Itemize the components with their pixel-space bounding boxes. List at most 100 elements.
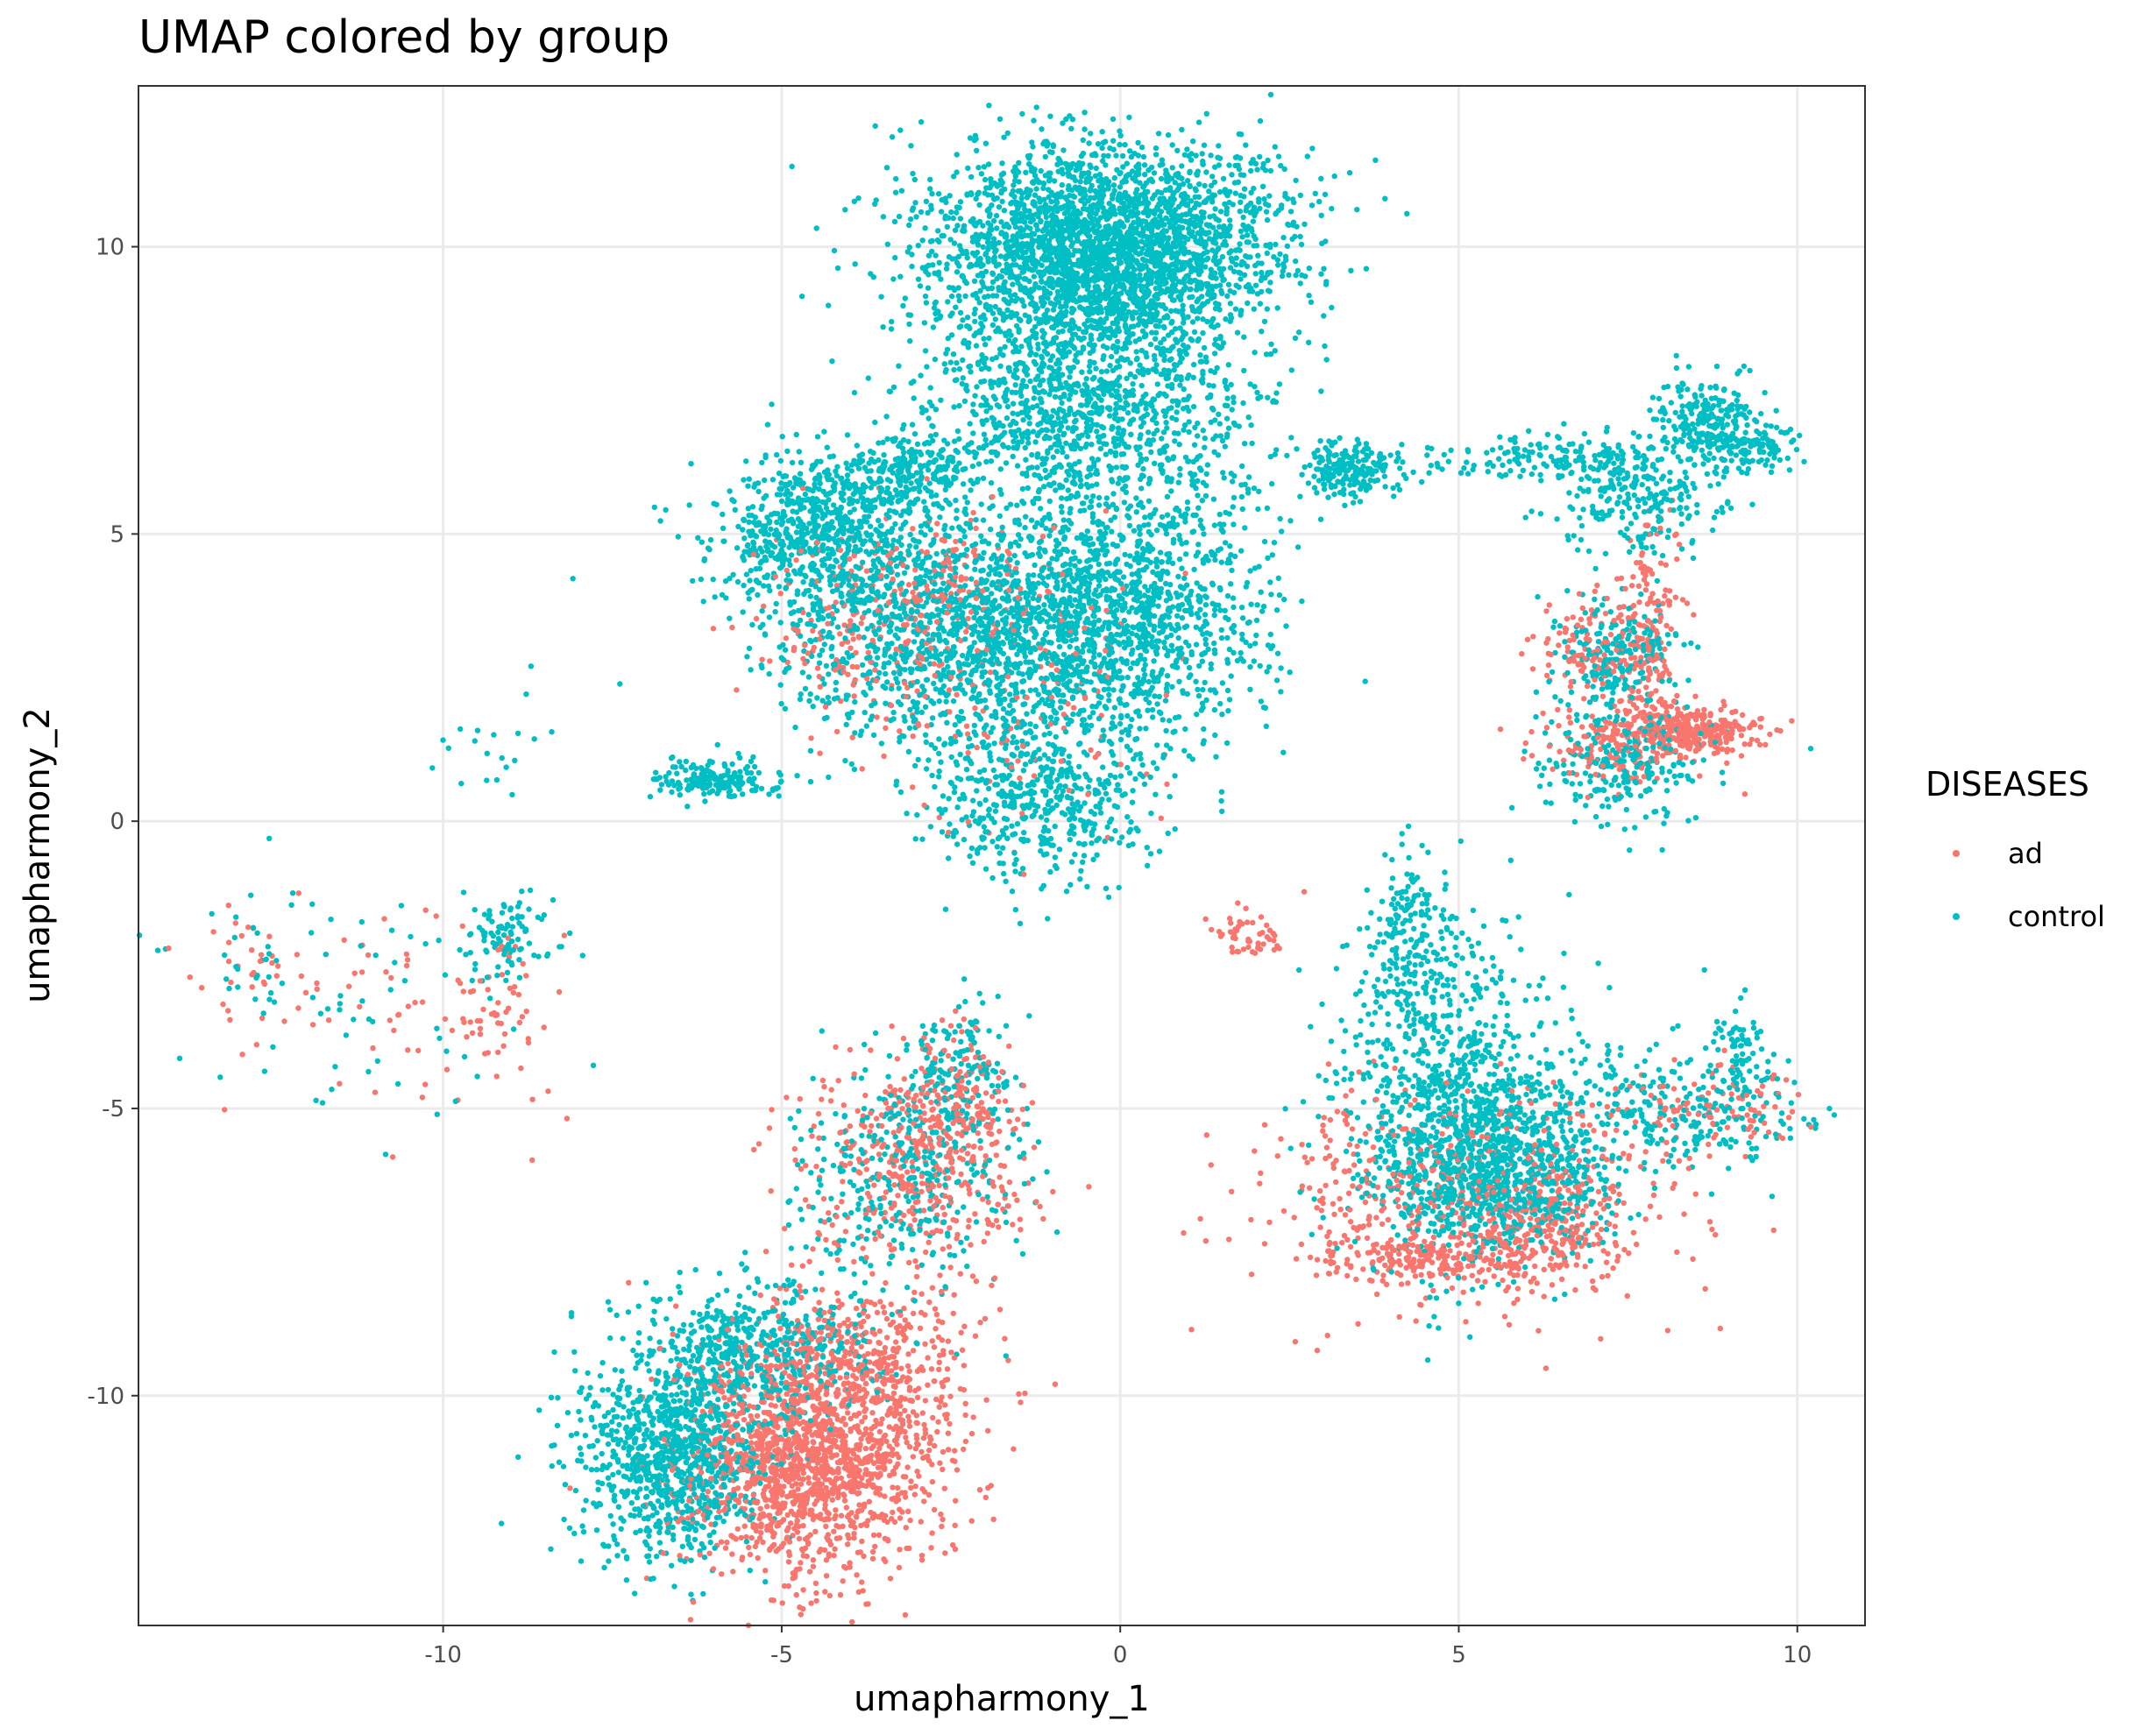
point-control [1168, 642, 1175, 648]
point-control [1238, 276, 1244, 282]
point-control [1093, 704, 1099, 710]
point-control [980, 244, 986, 251]
point-control [1211, 612, 1217, 619]
point-ad [921, 1421, 927, 1428]
point-control [1387, 966, 1393, 973]
point-control [996, 1033, 1003, 1040]
point-control [1210, 496, 1217, 502]
point-control [927, 824, 934, 830]
point-ad [1342, 1212, 1349, 1218]
point-ad [1351, 1224, 1357, 1231]
point-control [493, 776, 500, 783]
point-ad [443, 1066, 450, 1073]
point-ad [1461, 1275, 1467, 1281]
point-control [974, 384, 980, 390]
point-control [934, 237, 941, 244]
point-control [1421, 1080, 1427, 1086]
point-control [273, 958, 280, 964]
point-control [742, 1493, 748, 1499]
point-control [1098, 369, 1105, 375]
point-ad [1088, 747, 1094, 754]
point-ad [961, 1122, 967, 1129]
point-ad [1235, 900, 1241, 906]
point-control [896, 213, 903, 220]
point-control [620, 1415, 626, 1421]
point-control [580, 1507, 587, 1513]
point-control [1357, 1158, 1363, 1165]
point-control [1365, 1011, 1372, 1017]
point-control [1110, 344, 1117, 351]
point-control [862, 1279, 869, 1286]
point-control [1242, 441, 1248, 447]
point-control [1666, 418, 1672, 424]
point-ad [1630, 702, 1637, 708]
point-control [1665, 528, 1672, 534]
point-ad [809, 1133, 815, 1139]
point-control [1741, 987, 1748, 994]
point-control [1202, 636, 1209, 642]
point-ad [1362, 1199, 1369, 1206]
point-control [1099, 129, 1105, 135]
point-control [850, 1182, 857, 1189]
point-ad [1604, 1103, 1611, 1110]
point-control [833, 687, 839, 693]
point-control [1611, 1137, 1617, 1144]
point-control [1323, 357, 1330, 363]
point-control [1445, 458, 1452, 464]
point-ad [1304, 1159, 1310, 1165]
point-control [687, 1363, 693, 1370]
point-ad [962, 1400, 968, 1407]
point-control [1605, 1091, 1612, 1097]
point-control [1216, 143, 1222, 149]
point-control [1273, 241, 1279, 248]
point-control [787, 1115, 793, 1122]
point-control [1287, 209, 1294, 215]
point-ad [837, 631, 843, 637]
point-control [1103, 790, 1110, 797]
point-ad [412, 999, 418, 1006]
point-control [1372, 1009, 1379, 1016]
point-control [1033, 186, 1039, 192]
point-ad [422, 907, 429, 913]
point-control [1640, 496, 1647, 502]
point-control [1623, 1168, 1629, 1174]
point-ad [1575, 1254, 1581, 1260]
point-control [985, 192, 991, 198]
point-ad [519, 1014, 526, 1020]
point-ad [940, 1246, 947, 1252]
point-control [970, 430, 976, 436]
point-ad [940, 1448, 947, 1455]
point-control [1659, 552, 1666, 559]
point-control [209, 910, 215, 917]
point-control [1390, 485, 1396, 492]
point-control [1175, 573, 1181, 580]
point-control [1741, 363, 1748, 370]
point-ad [1573, 1262, 1579, 1268]
point-control [469, 977, 475, 984]
point-control [1831, 1112, 1838, 1118]
point-ad [1534, 1280, 1541, 1286]
point-control [1457, 838, 1465, 845]
point-ad [918, 1291, 925, 1297]
point-control [619, 1377, 626, 1384]
point-ad [1642, 1149, 1649, 1155]
point-control [1396, 1023, 1402, 1030]
point-control [988, 526, 994, 533]
point-control [868, 717, 874, 723]
point-control [875, 655, 881, 661]
point-control [908, 480, 914, 486]
point-control [1606, 804, 1612, 810]
point-control [1179, 126, 1185, 133]
point-control [1418, 1196, 1424, 1202]
point-control [1046, 624, 1053, 630]
point-control [1605, 1057, 1611, 1064]
point-ad [1653, 688, 1659, 694]
point-control [848, 1209, 855, 1216]
point-control [962, 494, 968, 500]
point-ad [477, 1031, 484, 1037]
point-control [683, 758, 689, 765]
point-control [1135, 139, 1141, 146]
point-ad [1497, 726, 1504, 733]
point-control [1014, 745, 1020, 751]
point-control [1000, 705, 1007, 712]
